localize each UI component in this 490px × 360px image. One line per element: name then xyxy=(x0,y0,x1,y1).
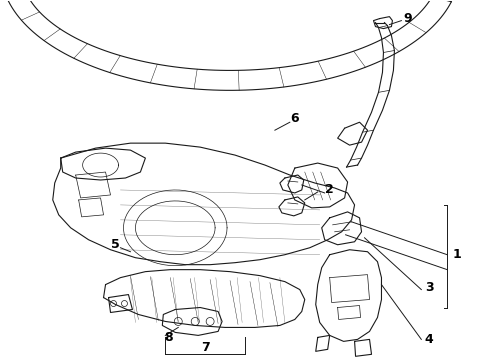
Text: 3: 3 xyxy=(425,281,434,294)
Text: 5: 5 xyxy=(111,238,120,251)
Text: 8: 8 xyxy=(164,331,172,344)
Text: 4: 4 xyxy=(425,333,434,346)
Text: 9: 9 xyxy=(403,12,412,25)
Text: 6: 6 xyxy=(291,112,299,125)
Text: 1: 1 xyxy=(453,248,462,261)
Text: 7: 7 xyxy=(201,341,210,354)
Text: 2: 2 xyxy=(325,184,334,197)
